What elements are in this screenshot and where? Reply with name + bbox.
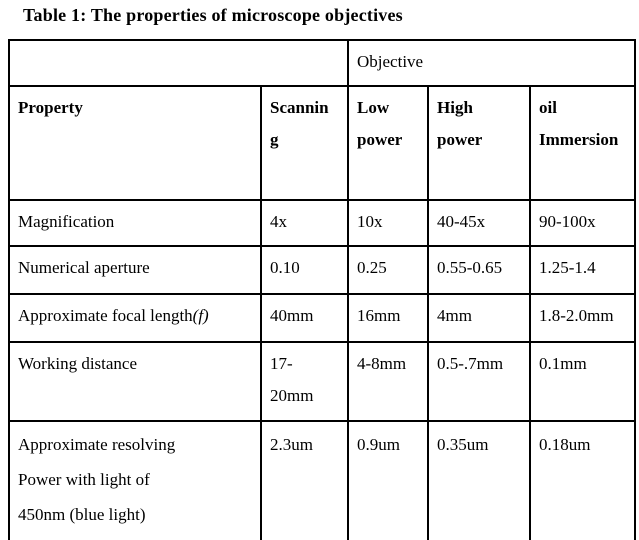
- header-cell-oil-immersion: oil Immersion: [529, 85, 636, 201]
- cell-low-power: 10x: [347, 199, 429, 247]
- cell-low-power: 0.25: [347, 245, 429, 295]
- cell-property: Approximate focal length(f): [8, 293, 262, 343]
- cell-property: Approximate resolving Power with light o…: [8, 420, 262, 540]
- cell-low-power: 0.9um: [347, 420, 429, 540]
- microscope-objectives-table: Objective Property Scannin g Low power H…: [8, 39, 636, 540]
- cell-scanning: 4x: [260, 199, 349, 247]
- cell-scanning: 40mm: [260, 293, 349, 343]
- table-row-focal-length: Approximate focal length(f) 40mm 16mm 4m…: [8, 293, 636, 343]
- cell-high-power: 0.35um: [427, 420, 531, 540]
- cell-scanning: 2.3um: [260, 420, 349, 540]
- cell-high-power: 40-45x: [427, 199, 531, 247]
- cell-high-power: 0.55-0.65: [427, 245, 531, 295]
- cell-oil-immersion: 1.25-1.4: [529, 245, 636, 295]
- table-row-working-distance: Working distance 17- 20mm 4-8mm 0.5-.7mm…: [8, 341, 636, 422]
- cell-oil-immersion: 1.8-2.0mm: [529, 293, 636, 343]
- table-row-column-headers: Property Scannin g Low power High power …: [8, 85, 636, 201]
- cell-scanning: 17- 20mm: [260, 341, 349, 422]
- table-row-objective-group: Objective: [8, 39, 636, 87]
- cell-property: Working distance: [8, 341, 262, 422]
- table-row-magnification: Magnification 4x 10x 40-45x 90-100x: [8, 199, 636, 247]
- cell-oil-immersion: 0.1mm: [529, 341, 636, 422]
- header-cell-high-power: High power: [427, 85, 531, 201]
- cell-oil-immersion: 90-100x: [529, 199, 636, 247]
- header-cell-scanning: Scannin g: [260, 85, 349, 201]
- cell-high-power: 0.5-.7mm: [427, 341, 531, 422]
- cell-property: Magnification: [8, 199, 262, 247]
- cell-empty-corner: [8, 39, 349, 87]
- cell-low-power: 4-8mm: [347, 341, 429, 422]
- cell-objective-group-label: Objective: [347, 39, 636, 87]
- cell-oil-immersion: 0.18um: [529, 420, 636, 540]
- cell-low-power: 16mm: [347, 293, 429, 343]
- cell-property-text: Approximate focal length: [18, 306, 193, 325]
- header-cell-low-power: Low power: [347, 85, 429, 201]
- header-cell-property: Property: [8, 85, 262, 201]
- cell-scanning: 0.10: [260, 245, 349, 295]
- table-caption: Table 1: The properties of microscope ob…: [23, 5, 403, 25]
- cell-property: Numerical aperture: [8, 245, 262, 295]
- table-row-numerical-aperture: Numerical aperture 0.10 0.25 0.55-0.65 1…: [8, 245, 636, 295]
- cell-high-power: 4mm: [427, 293, 531, 343]
- table-row-resolving-power: Approximate resolving Power with light o…: [8, 420, 636, 540]
- cell-property-italic-suffix: (f): [192, 306, 209, 325]
